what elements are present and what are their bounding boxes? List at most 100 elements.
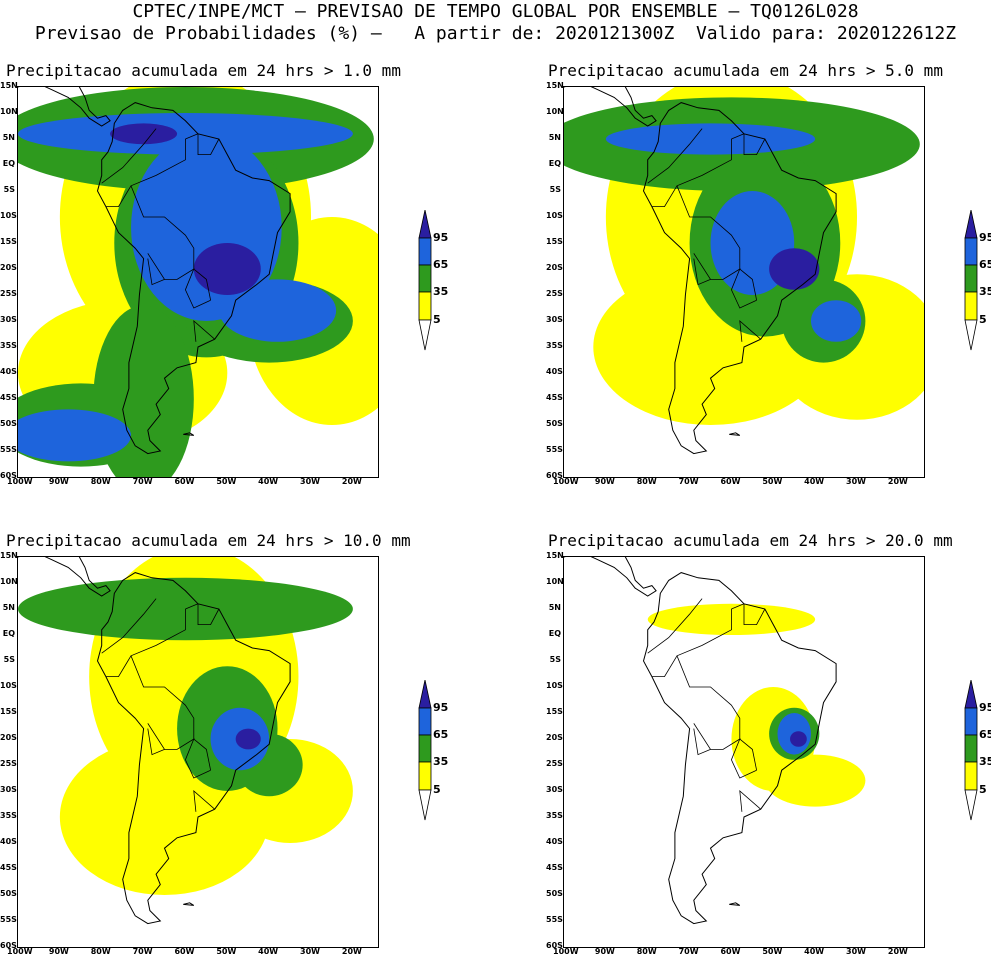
latitude-label: 15S <box>0 237 17 246</box>
latitude-label: 55S <box>546 445 563 454</box>
longitude-label: 40W <box>258 947 279 956</box>
longitude-label: 20W <box>341 477 362 486</box>
probability-area <box>764 754 866 807</box>
latitude-label: 15N <box>546 81 564 90</box>
legend-label: 65 <box>433 258 449 271</box>
country-border <box>731 133 745 140</box>
latitude-label: 5N <box>2 133 15 142</box>
longitude-label: 90W <box>48 477 69 486</box>
country-border <box>743 603 766 625</box>
country-border <box>147 728 165 756</box>
probability-map <box>17 556 379 948</box>
legend-segment <box>964 761 978 791</box>
country-border <box>651 185 678 207</box>
legend-label: 65 <box>979 258 991 271</box>
country-border <box>743 133 766 155</box>
latitude-label: 5N <box>2 603 15 612</box>
coastline <box>183 902 195 906</box>
coastline <box>642 572 837 925</box>
color-legend <box>418 680 432 821</box>
legend-label: 35 <box>433 755 449 768</box>
latitude-label: 50S <box>546 419 563 428</box>
color-legend <box>418 210 432 351</box>
legend-segment <box>964 237 978 266</box>
country-border <box>197 133 220 155</box>
country-border <box>739 320 761 342</box>
longitude-label: 80W <box>90 947 111 956</box>
longitude-label: 50W <box>762 947 783 956</box>
latitude-label: 15N <box>546 551 564 560</box>
country-border <box>101 598 157 654</box>
panel-title: Precipitacao acumulada em 24 hrs > 20.0 … <box>548 531 953 550</box>
legend-segment <box>964 680 978 709</box>
longitude-label: 80W <box>90 477 111 486</box>
country-border <box>693 728 711 756</box>
panel-title: Precipitacao acumulada em 24 hrs > 1.0 m… <box>6 61 401 80</box>
latitude-label: 55S <box>0 915 17 924</box>
longitude-label: 90W <box>594 477 615 486</box>
latitude-label: 40S <box>546 837 563 846</box>
country-border <box>130 609 211 771</box>
probability-map <box>563 556 925 948</box>
latitude-label: 20S <box>0 733 17 742</box>
legend-segment <box>964 210 978 239</box>
legend-label: 35 <box>979 755 991 768</box>
longitude-label: 60W <box>174 947 195 956</box>
coastline <box>18 557 111 597</box>
latitude-label: 30S <box>0 315 17 324</box>
longitude-label: 100W <box>7 477 33 486</box>
coastline <box>564 557 657 597</box>
longitude-label: 40W <box>258 477 279 486</box>
legend-segment <box>418 291 432 321</box>
latitude-label: EQ <box>2 629 15 638</box>
legend-segment <box>418 264 432 293</box>
latitude-label: 60S <box>546 471 563 480</box>
latitude-label: 50S <box>0 889 17 898</box>
longitude-label: 20W <box>887 947 908 956</box>
legend-label: 5 <box>433 783 441 796</box>
probability-area <box>235 728 261 750</box>
longitude-label: 40W <box>804 477 825 486</box>
latitude-label: 5N <box>548 133 561 142</box>
country-border <box>105 655 132 677</box>
legend-label: 35 <box>979 285 991 298</box>
coastline <box>729 432 741 436</box>
latitude-label: 20S <box>0 263 17 272</box>
country-border <box>193 320 215 342</box>
country-border <box>647 598 703 654</box>
latitude-label: 20S <box>546 263 563 272</box>
longitude-label: 100W <box>7 947 33 956</box>
latitude-label: 30S <box>0 785 17 794</box>
coastline <box>564 87 657 127</box>
coastline <box>96 572 291 925</box>
legend-segment <box>418 680 432 709</box>
coastline <box>18 87 111 127</box>
latitude-label: 10S <box>546 211 563 220</box>
latitude-label: 15S <box>546 707 563 716</box>
coastline <box>729 902 741 906</box>
longitude-label: 40W <box>804 947 825 956</box>
probability-area <box>790 731 807 747</box>
longitude-label: 70W <box>678 947 699 956</box>
main-title-line1: CPTEC/INPE/MCT – PREVISAO DE TEMPO GLOBA… <box>132 1 859 22</box>
legend-label: 35 <box>433 285 449 298</box>
country-border <box>147 258 165 286</box>
legend-label: 65 <box>979 728 991 741</box>
latitude-label: 10S <box>546 681 563 690</box>
latitude-label: 35S <box>0 341 17 350</box>
latitude-label: 10N <box>546 577 564 586</box>
country-border <box>693 258 711 286</box>
legend-label: 95 <box>433 701 449 714</box>
longitude-label: 100W <box>553 947 579 956</box>
legend-segment <box>418 707 432 736</box>
latitude-label: 10N <box>0 577 18 586</box>
latitude-label: 15S <box>546 237 563 246</box>
longitude-label: 90W <box>594 947 615 956</box>
coastline <box>642 102 837 455</box>
legend-segment <box>418 210 432 239</box>
legend-label: 5 <box>433 313 441 326</box>
latitude-label: 15S <box>0 707 17 716</box>
country-border <box>731 603 745 610</box>
legend-segment <box>964 319 978 351</box>
country-border <box>651 655 678 677</box>
